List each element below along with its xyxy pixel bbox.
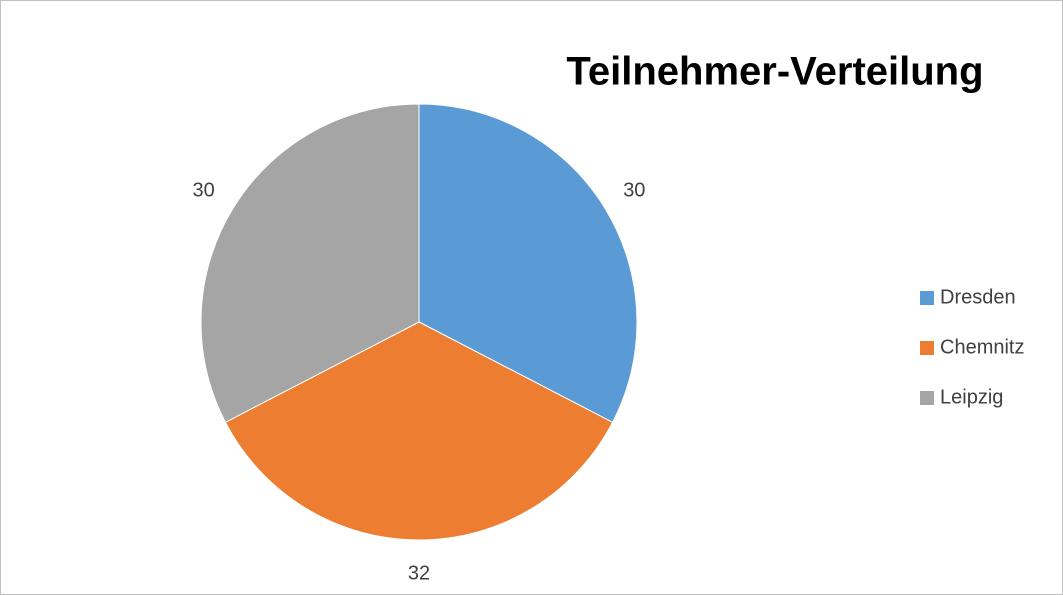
legend-swatch — [920, 391, 934, 405]
chart-title: Teilnehmer-Verteilung — [566, 50, 983, 94]
legend-swatch — [920, 291, 934, 305]
data-label: 32 — [408, 562, 430, 584]
legend-swatch — [920, 341, 934, 355]
legend-label: Chemnitz — [940, 336, 1024, 358]
data-label: 30 — [623, 179, 645, 201]
pie-slice — [200, 103, 420, 423]
data-label: 30 — [193, 179, 215, 201]
pie-slice — [224, 321, 614, 541]
pie-slice — [418, 103, 638, 423]
legend-label: Leipzig — [940, 386, 1003, 408]
legend-label: Dresden — [940, 286, 1016, 308]
